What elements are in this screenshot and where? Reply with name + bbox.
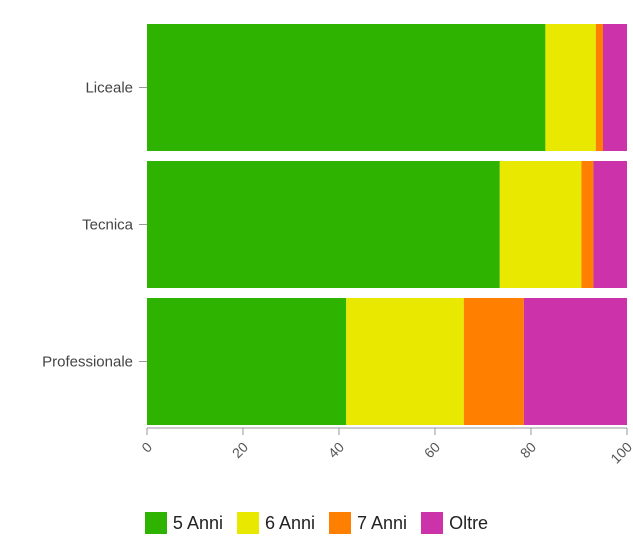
bar-segment-tecnica-1[interactable]	[500, 161, 582, 288]
bar-segment-professionale-1[interactable]	[346, 298, 464, 425]
bar-segment-professionale-0[interactable]	[147, 298, 346, 425]
bar-segment-liceale-3[interactable]	[603, 24, 627, 151]
bar-segment-tecnica-0[interactable]	[147, 161, 500, 288]
legend-label: 7 Anni	[357, 513, 407, 534]
y-ticks-group: Liceale Tecnica Professionale	[42, 80, 147, 371]
y-tick-label-liceale: Liceale	[85, 80, 133, 97]
x-tick-label: 0	[138, 439, 155, 456]
legend-label: Oltre	[449, 513, 488, 534]
bar-segment-professionale-3[interactable]	[524, 298, 627, 425]
legend-swatch	[237, 512, 259, 534]
legend-swatch	[145, 512, 167, 534]
y-tick-label-professionale: Professionale	[42, 354, 133, 371]
legend-label: 6 Anni	[265, 513, 315, 534]
legend-label: 5 Anni	[173, 513, 223, 534]
bars-group	[147, 24, 627, 425]
bar-segment-liceale-1[interactable]	[545, 24, 595, 151]
x-tick-label: 100	[607, 439, 633, 467]
bar-segment-liceale-0[interactable]	[147, 24, 545, 151]
x-tick-label: 60	[421, 439, 443, 461]
bar-segment-tecnica-2[interactable]	[581, 161, 593, 288]
bar-segment-tecnica-3[interactable]	[593, 161, 627, 288]
y-tick-label-tecnica: Tecnica	[82, 217, 134, 234]
legend-item-2[interactable]: 7 Anni	[329, 512, 407, 534]
x-tick-label: 80	[517, 439, 539, 461]
bar-segment-liceale-2[interactable]	[596, 24, 603, 151]
stacked-bar-chart: 0 20 40 60 80 100 Liceale Tecnica Professionale	[0, 0, 633, 500]
legend-swatch	[421, 512, 443, 534]
x-ticks-group: 0 20 40 60 80 100	[138, 428, 633, 467]
legend: 5 Anni 6 Anni 7 Anni Oltre	[0, 512, 633, 534]
legend-item-3[interactable]: Oltre	[421, 512, 488, 534]
legend-item-0[interactable]: 5 Anni	[145, 512, 223, 534]
x-tick-label: 40	[325, 439, 347, 461]
legend-swatch	[329, 512, 351, 534]
x-tick-label: 20	[229, 439, 251, 461]
bar-segment-professionale-2[interactable]	[464, 298, 524, 425]
legend-item-1[interactable]: 6 Anni	[237, 512, 315, 534]
